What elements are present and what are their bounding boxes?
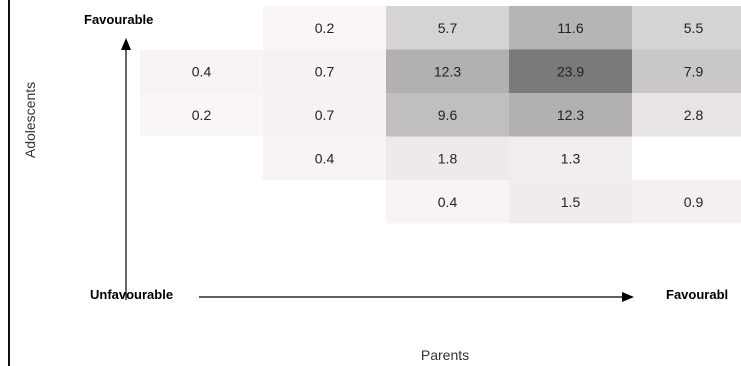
cell-value-r2-c4: 2.8 <box>684 107 704 123</box>
cell-value-r4-c3: 1.5 <box>561 194 581 210</box>
cell-value-r1-c3: 23.9 <box>557 63 584 79</box>
heatmap-cell-r1-c0 <box>140 49 263 93</box>
cell-value-r0-c3: 11.6 <box>557 20 583 36</box>
heatmap-cell-r1-c3 <box>509 49 632 93</box>
heatmap-cell-r3-c3 <box>509 136 632 180</box>
cell-value-r1-c1: 0.7 <box>315 63 335 79</box>
heatmap-cell-r0-c2 <box>386 6 509 50</box>
heatmap-cell-r4-c4 <box>632 180 741 224</box>
cell-value-r0-c2: 5.7 <box>438 20 458 36</box>
cell-value-r2-c1: 0.7 <box>315 107 335 123</box>
cell-value-r0-c1: 0.2 <box>315 20 335 36</box>
cell-value-r1-c2: 12.3 <box>434 63 461 79</box>
y-axis-arrow-head <box>121 38 131 50</box>
label-favourable-right: Favourabl <box>666 287 729 302</box>
heatmap-cell-r2-c2 <box>386 93 509 137</box>
cell-value-r2-c0: 0.2 <box>192 107 212 123</box>
cell-value-r3-c2: 1.8 <box>438 150 458 166</box>
heatmap-cell-r1-c1 <box>263 49 386 93</box>
heatmap-cell-r3-c1 <box>263 136 386 180</box>
heatmap-cell-r2-c3 <box>509 93 632 137</box>
heatmap-cell-r2-c1 <box>263 93 386 137</box>
cell-value-r0-c4: 5.5 <box>684 20 704 36</box>
x-axis-title: Parents <box>420 347 470 363</box>
heatmap-cell-r0-c4 <box>632 6 741 50</box>
heatmap-cell-r4-c2 <box>386 180 509 224</box>
left-border-line <box>8 0 10 366</box>
heatmap-cell-r1-c2 <box>386 49 509 93</box>
heatmap-cell-r0-c3 <box>509 6 632 50</box>
cell-value-r3-c1: 0.4 <box>315 150 335 166</box>
heatmap-cell-r2-c4 <box>632 93 741 137</box>
label-unfavourable: Unfavourable <box>90 287 174 302</box>
heatmap-cell-r4-c3 <box>509 180 632 224</box>
cell-value-r1-c4: 7.9 <box>684 63 704 79</box>
label-favourable-top: Favourable <box>84 12 154 27</box>
heatmap-cells: 0.2 5.7 11.6 5.5 0.4 0.7 12.3 23.9 7.9 0.2 0.7 9.6 1… <box>140 6 741 224</box>
cell-value-r4-c2: 0.4 <box>438 194 458 210</box>
x-axis-arrow-head <box>622 292 634 302</box>
heatmap-cell-r3-c2 <box>386 136 509 180</box>
axis-arrows <box>121 38 634 302</box>
cell-value-r1-c0: 0.4 <box>192 63 212 79</box>
cell-value-r4-c4: 0.9 <box>684 194 704 210</box>
cell-value-r2-c3: 12.3 <box>557 107 584 123</box>
heatmap-cell-r0-c1 <box>263 6 386 50</box>
heatmap-cell-r2-c0 <box>140 93 263 137</box>
cell-value-r2-c2: 9.6 <box>438 107 458 123</box>
cell-value-r3-c3: 1.3 <box>561 150 581 166</box>
heatmap-cell-r1-c4 <box>632 49 741 93</box>
